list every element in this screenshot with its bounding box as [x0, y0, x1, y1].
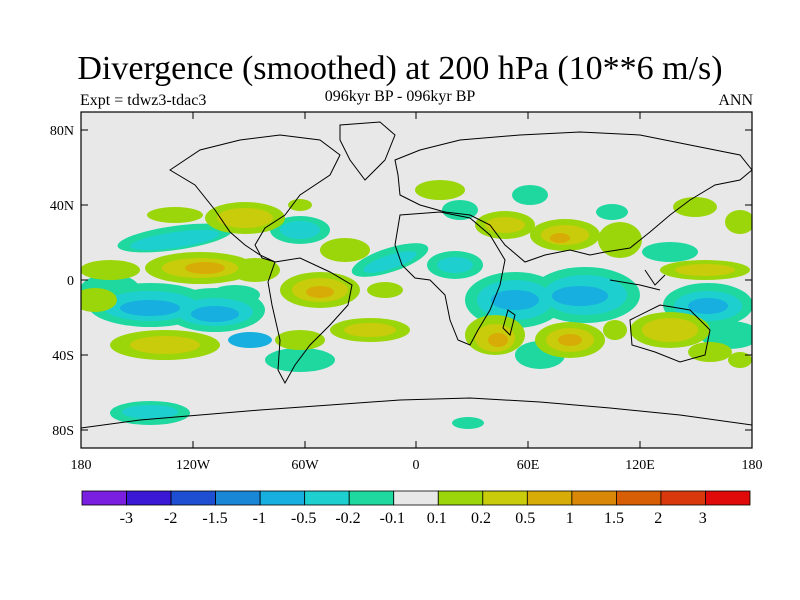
colorbar-swatch	[81, 490, 127, 506]
plot-subtitle: 096kyr BP - 096kyr BP	[324, 88, 476, 105]
lat-label: 80N	[50, 124, 74, 139]
colorbar-swatch	[705, 490, 751, 506]
colorbar-label: -3	[120, 510, 133, 527]
colorbar-label: -1.5	[202, 510, 227, 527]
lat-label: 40S	[52, 349, 74, 364]
colorbar-label: 2	[654, 510, 662, 527]
colorbar-label: -0.1	[380, 510, 405, 527]
season-label: ANN	[718, 92, 753, 109]
lon-label: 0	[413, 458, 420, 473]
colorbar-label: -1	[253, 510, 266, 527]
colorbar-label: -0.5	[291, 510, 316, 527]
colorbar-swatch	[170, 490, 216, 506]
longitude-labels: 180 120W 60W 0 60E 120E 180	[71, 458, 763, 473]
color-bar-swatches	[81, 490, 751, 506]
colorbar-swatch	[616, 490, 662, 506]
colorbar-label: -0.2	[335, 510, 360, 527]
color-bar-labels: -3 -2 -1.5 -1 -0.5 -0.2 -0.1 0.1 0.2 0.5…	[120, 510, 707, 527]
lon-label: 120W	[176, 458, 211, 473]
colorbar-swatch	[482, 490, 528, 506]
colorbar-swatch	[660, 490, 706, 506]
plot-title: Divergence (smoothed) at 200 hPa (10**6 …	[77, 50, 723, 87]
colorbar-swatch	[215, 490, 261, 506]
colorbar-swatch	[348, 490, 395, 506]
coastlines	[81, 121, 752, 429]
colorbar-swatch	[304, 490, 350, 506]
color-bar: -3 -2 -1.5 -1 -0.5 -0.2 -0.1 0.1 0.2 0.5…	[81, 490, 751, 527]
colorbar-label: -2	[164, 510, 177, 527]
colorbar-label: 3	[699, 510, 707, 527]
colorbar-label: 0.2	[471, 510, 491, 527]
contour-fields	[81, 180, 752, 429]
tick-marks	[81, 112, 752, 448]
lon-label: 60W	[291, 458, 319, 473]
colorbar-label: 1	[566, 510, 574, 527]
experiment-label: Expt = tdwz3-tdac3	[80, 92, 207, 109]
colorbar-swatch	[526, 490, 573, 506]
colorbar-label: 0.1	[427, 510, 447, 527]
latitude-labels: 80N 40N 0 40S 80S	[50, 124, 74, 439]
colorbar-swatch	[393, 490, 439, 506]
lon-label: 180	[742, 458, 763, 473]
lat-label: 0	[67, 274, 74, 289]
colorbar-label: 1.5	[604, 510, 624, 527]
lon-label: 60E	[517, 458, 540, 473]
colorbar-swatch	[571, 490, 617, 506]
colorbar-label: 0.5	[515, 510, 535, 527]
colorbar-swatch	[437, 490, 484, 506]
colorbar-swatch	[259, 490, 306, 506]
lon-label: 180	[71, 458, 92, 473]
lon-label: 120E	[625, 458, 655, 473]
colorbar-swatch	[126, 490, 172, 506]
lat-label: 40N	[50, 199, 74, 214]
lat-label: 80S	[52, 424, 74, 439]
